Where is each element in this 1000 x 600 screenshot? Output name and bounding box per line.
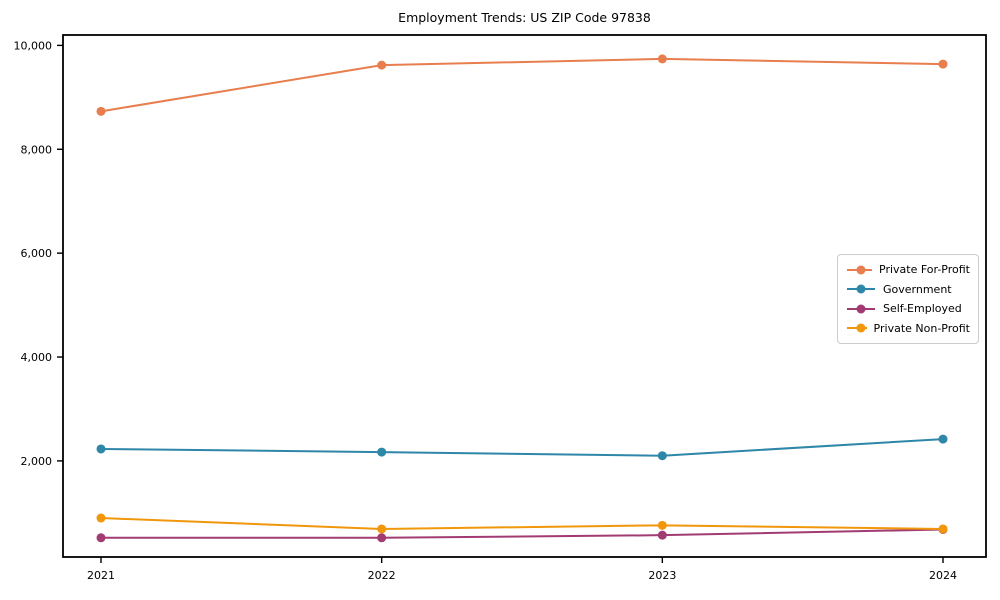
- data-point-private-for-profit: [96, 106, 106, 116]
- data-point-self-employed: [96, 533, 106, 543]
- y-tick-label: 6,000: [21, 247, 53, 260]
- x-tick-label: 2024: [929, 569, 957, 582]
- legend-label: Private Non-Profit: [873, 321, 970, 335]
- data-point-government: [938, 434, 948, 444]
- legend-label: Government: [883, 282, 952, 296]
- y-tick-label: 2,000: [21, 455, 53, 468]
- legend-marker-icon: [847, 284, 875, 294]
- data-point-private-for-profit: [377, 60, 387, 70]
- chart-title: Employment Trends: US ZIP Code 97838: [398, 10, 651, 25]
- data-point-private-for-profit: [657, 54, 667, 64]
- series-line-government: [100, 438, 944, 457]
- legend-marker-dot: [856, 284, 866, 294]
- legend-item-private-non-profit: Private Non-Profit: [846, 322, 970, 334]
- legend-item-self-employed: Self-Employed: [846, 303, 970, 315]
- x-tick-label: 2023: [648, 569, 676, 582]
- series-line-private-non-profit: [100, 517, 944, 530]
- legend: Private For-Profit Government Self-Employe…: [837, 254, 979, 344]
- plot-border: [62, 34, 987, 558]
- legend-label: Self-Employed: [883, 302, 962, 316]
- data-point-government: [657, 451, 667, 461]
- series-line-self-employed: [101, 528, 944, 539]
- y-tick-label: 10,000: [14, 39, 53, 52]
- data-point-government: [96, 444, 106, 454]
- legend-label: Private For-Profit: [879, 263, 970, 277]
- data-point-government: [377, 447, 387, 457]
- data-point-private-non-profit: [96, 513, 106, 523]
- data-point-private-non-profit: [377, 524, 387, 534]
- data-point-private-non-profit: [657, 520, 667, 530]
- y-tick-label: 4,000: [21, 351, 53, 364]
- legend-item-private-for-profit: Private For-Profit: [846, 264, 970, 276]
- y-tick-label: 8,000: [21, 143, 53, 156]
- legend-marker-dot: [856, 304, 866, 314]
- legend-marker-icon: [847, 265, 872, 275]
- data-point-private-non-profit: [938, 524, 948, 534]
- legend-marker-dot: [856, 265, 866, 275]
- x-tick-label: 2022: [368, 569, 396, 582]
- data-point-self-employed: [377, 533, 387, 543]
- legend-marker-icon: [847, 323, 867, 333]
- x-tick-label: 2021: [87, 569, 115, 582]
- legend-item-government: Government: [846, 283, 970, 295]
- data-point-private-for-profit: [938, 59, 948, 69]
- legend-marker-dot: [856, 323, 866, 333]
- series-line-private-for-profit: [100, 57, 944, 113]
- legend-marker-icon: [847, 304, 875, 314]
- data-point-self-employed: [657, 530, 667, 540]
